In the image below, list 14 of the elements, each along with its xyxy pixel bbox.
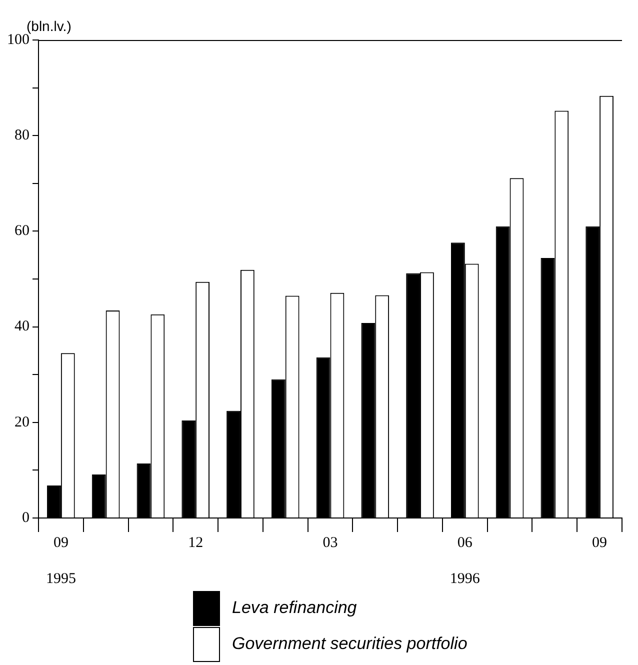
y-tick-label: 20 bbox=[14, 414, 30, 430]
legend-label: Leva refinancing bbox=[232, 598, 357, 618]
y-tick-label: 60 bbox=[14, 223, 30, 240]
category-label: 09 1995 bbox=[46, 534, 76, 587]
y-tick-label: 40 bbox=[14, 318, 30, 335]
y-tick-label: 0 bbox=[22, 510, 30, 526]
x-tick-label: 12 bbox=[188, 534, 204, 551]
legend-label: Government securities portfolio bbox=[232, 634, 468, 654]
y-axis-title: (bln.lv.) bbox=[26, 18, 72, 34]
x-tick-label: 09 bbox=[592, 534, 608, 551]
category-label: 06 1996 bbox=[450, 534, 480, 587]
y-tick-label: 100 bbox=[7, 32, 30, 48]
x-tick-label: 03 bbox=[322, 534, 338, 551]
y-tick-label: 80 bbox=[14, 128, 30, 144]
